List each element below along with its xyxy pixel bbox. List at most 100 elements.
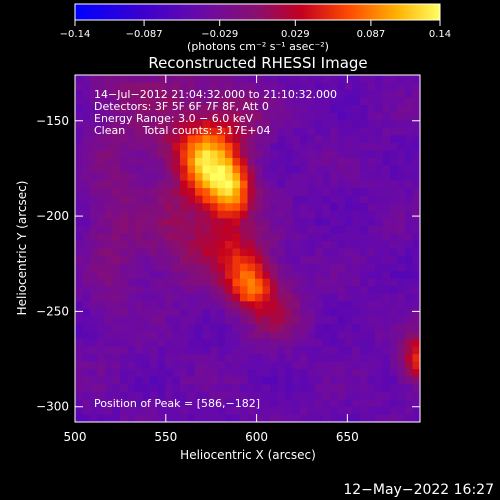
heatmap-cell <box>360 286 369 295</box>
heatmap-cell <box>247 90 256 99</box>
heatmap-cell <box>180 369 189 378</box>
heatmap-cell <box>262 97 271 106</box>
heatmap-cell <box>172 399 181 408</box>
heatmap-cell <box>120 301 129 310</box>
heatmap-cell <box>90 346 99 355</box>
heatmap-cell <box>82 248 91 257</box>
heatmap-cell <box>90 218 99 227</box>
heatmap-cell <box>97 195 106 204</box>
heatmap-cell <box>82 173 91 182</box>
heatmap-cell <box>307 339 316 348</box>
heatmap-cell <box>240 331 249 340</box>
heatmap-cell <box>345 354 354 363</box>
heatmap-cell <box>307 157 316 167</box>
heatmap-cell <box>127 210 136 219</box>
heatmap-cell <box>412 157 421 167</box>
heatmap-cell <box>120 316 129 325</box>
heatmap-cell <box>262 323 271 333</box>
heatmap-cell <box>382 105 391 114</box>
heatmap-cell <box>225 406 234 416</box>
heatmap-cell <box>270 301 279 310</box>
heatmap-cell <box>82 263 91 272</box>
heatmap-cell <box>337 384 346 393</box>
heatmap-cell <box>225 278 234 287</box>
heatmap-cell <box>217 399 226 408</box>
heatmap-cell <box>225 316 234 325</box>
heatmap-cell <box>75 135 84 144</box>
heatmap-cell <box>165 233 174 242</box>
heatmap-cell <box>277 308 286 317</box>
heatmap-cell <box>105 293 114 302</box>
heatmap-cell <box>127 384 136 393</box>
heatmap-cell <box>217 135 226 144</box>
heatmap-cell <box>232 263 241 272</box>
heatmap-cell <box>397 256 406 265</box>
heatmap-cell <box>135 233 144 242</box>
heatmap-cell <box>315 157 324 167</box>
heatmap-cell <box>412 112 421 121</box>
heatmap-cell <box>330 263 339 272</box>
heatmap-cell <box>240 82 249 91</box>
heatmap-cell <box>75 331 84 340</box>
heatmap-cell <box>157 120 166 129</box>
heatmap-cell <box>367 286 376 295</box>
heatmap-cell <box>300 308 309 317</box>
heatmap-cell <box>322 331 331 340</box>
heatmap-cell <box>195 90 204 99</box>
heatmap-cell <box>322 195 331 204</box>
heatmap-cell <box>375 399 384 408</box>
heatmap-cell <box>360 180 369 189</box>
heatmap-cell <box>187 165 196 174</box>
heatmap-cell <box>345 331 354 340</box>
heatmap-cell <box>315 391 324 400</box>
heatmap-cell <box>270 157 279 167</box>
heatmap-cell <box>97 263 106 272</box>
heatmap-cell <box>120 308 129 317</box>
heatmap-cell <box>157 346 166 355</box>
heatmap-cell <box>292 165 301 174</box>
heatmap-cell <box>277 354 286 363</box>
heatmap-cell <box>322 354 331 363</box>
heatmap-cell <box>247 369 256 378</box>
heatmap-cell <box>217 90 226 99</box>
heatmap-cell <box>375 210 384 219</box>
heatmap-cell <box>322 218 331 227</box>
heatmap-cell <box>210 127 219 136</box>
heatmap-cell <box>180 180 189 189</box>
heatmap-cell <box>127 90 136 99</box>
heatmap-cell <box>135 157 144 167</box>
heatmap-cell <box>247 331 256 340</box>
heatmap-cell <box>375 331 384 340</box>
heatmap-cell <box>75 256 84 265</box>
heatmap-cell <box>105 150 114 159</box>
heatmap-cell <box>97 293 106 302</box>
heatmap-cell <box>127 75 136 84</box>
heatmap-cell <box>315 120 324 129</box>
heatmap-cell <box>255 188 264 197</box>
heatmap-cell <box>360 361 369 370</box>
heatmap-cell <box>127 263 136 272</box>
heatmap-cell <box>82 286 91 295</box>
heatmap-cell <box>397 248 406 257</box>
heatmap-cell <box>135 271 144 280</box>
heatmap-cell <box>202 248 211 257</box>
heatmap-cell <box>345 75 354 84</box>
heatmap-cell <box>217 127 226 136</box>
heatmap-cell <box>157 180 166 189</box>
heatmap-cell <box>232 271 241 280</box>
heatmap-cell <box>187 391 196 400</box>
heatmap-cell <box>180 105 189 114</box>
heatmap-cell <box>142 271 151 280</box>
heatmap-cell <box>247 105 256 114</box>
heatmap-cell <box>390 406 399 416</box>
heatmap-cell <box>382 240 391 250</box>
heatmap-cell <box>397 225 406 235</box>
heatmap-cell <box>105 369 114 378</box>
heatmap-cell <box>307 90 316 99</box>
heatmap-cell <box>367 180 376 189</box>
heatmap-cell <box>150 82 159 91</box>
heatmap-cell <box>367 173 376 182</box>
heatmap-cell <box>405 105 414 114</box>
heatmap-cell <box>150 271 159 280</box>
heatmap-cell <box>195 286 204 295</box>
